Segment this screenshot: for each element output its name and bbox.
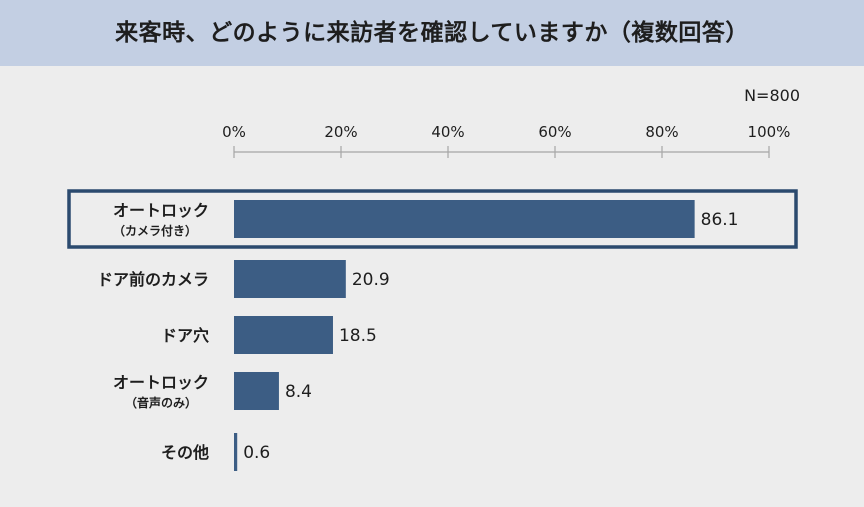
highlight-frame xyxy=(67,189,798,249)
sample-size-label: N=800 xyxy=(744,86,800,105)
bar xyxy=(234,316,333,354)
value-label: 20.9 xyxy=(352,270,390,290)
title-bar xyxy=(0,0,864,66)
x-tick-label: 40% xyxy=(431,123,464,141)
category-label: その他 xyxy=(161,443,209,462)
chart-title: 来客時、どのように来訪者を確認していますか（複数回答） xyxy=(115,20,749,46)
category-label: オートロック xyxy=(113,373,209,392)
value-label: 0.6 xyxy=(243,443,270,463)
category-label: オートロック xyxy=(113,201,209,220)
highlight-group xyxy=(67,189,798,249)
bar xyxy=(234,260,346,298)
category-label: ドア前のカメラ xyxy=(97,270,209,289)
x-tick-label: 80% xyxy=(645,123,678,141)
x-tick-label: 0% xyxy=(222,123,246,141)
bar xyxy=(234,200,695,238)
value-label: 18.5 xyxy=(339,326,377,346)
x-tick-label: 60% xyxy=(538,123,571,141)
value-label: 8.4 xyxy=(285,382,312,402)
value-label: 86.1 xyxy=(701,210,739,230)
x-axis: 0% 20% 40% 60% 80% 100% xyxy=(222,123,790,158)
category-label: ドア穴 xyxy=(161,326,209,345)
x-tick-label: 20% xyxy=(324,123,357,141)
bar xyxy=(234,372,279,410)
bars: 86.1 20.9 18.5 8.4 0.6 xyxy=(234,200,738,471)
category-sublabel: （音声のみ） xyxy=(125,395,197,410)
x-tick-label: 100% xyxy=(748,123,791,141)
category-sublabel: （カメラ付き） xyxy=(113,223,197,238)
bar xyxy=(234,433,238,471)
